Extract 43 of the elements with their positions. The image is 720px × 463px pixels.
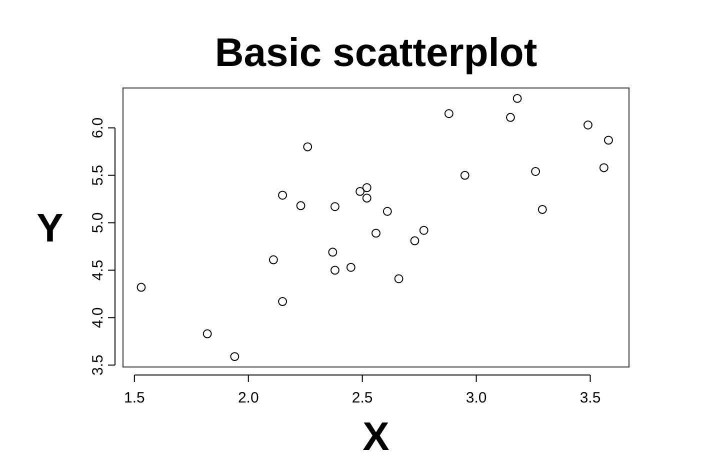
point [330,266,340,275]
point [330,202,340,212]
point [506,112,515,122]
x-axis-title: X [362,415,390,459]
x-tick-label: 3.5 [580,390,601,407]
y-tick-label: 5.0 [89,212,106,234]
y-axis-title: Y [36,206,64,250]
point [202,329,212,338]
x-tick-label: 2.0 [238,390,259,407]
y-tick-label: 4.0 [89,307,106,328]
point [268,255,278,264]
y-tick-label: 5.5 [89,164,106,186]
point [382,206,392,216]
x-tick-label: 3.0 [466,390,487,407]
y-tick-label: 6.0 [89,117,106,138]
x-tick-label: 1.5 [124,390,145,407]
point [531,167,540,176]
point [328,248,338,257]
point [136,282,146,292]
y-tick-label: 4.5 [89,260,106,281]
point [460,170,470,180]
point [538,204,547,214]
point [394,274,404,284]
point [372,228,380,238]
point [346,262,356,272]
chart-title: Basic scatterplot [214,31,538,75]
point [356,186,365,196]
point [278,297,288,306]
y-tick-label: 3.5 [89,354,106,376]
point [419,226,428,235]
point [599,163,608,172]
point [278,190,288,200]
point [444,109,454,118]
point [512,94,522,103]
point [296,201,306,210]
point [604,136,613,145]
point [362,183,372,192]
point [410,236,420,246]
point [230,352,240,362]
point [362,194,372,203]
point [583,120,592,130]
point [303,142,312,152]
x-tick-label: 2.5 [352,390,373,407]
